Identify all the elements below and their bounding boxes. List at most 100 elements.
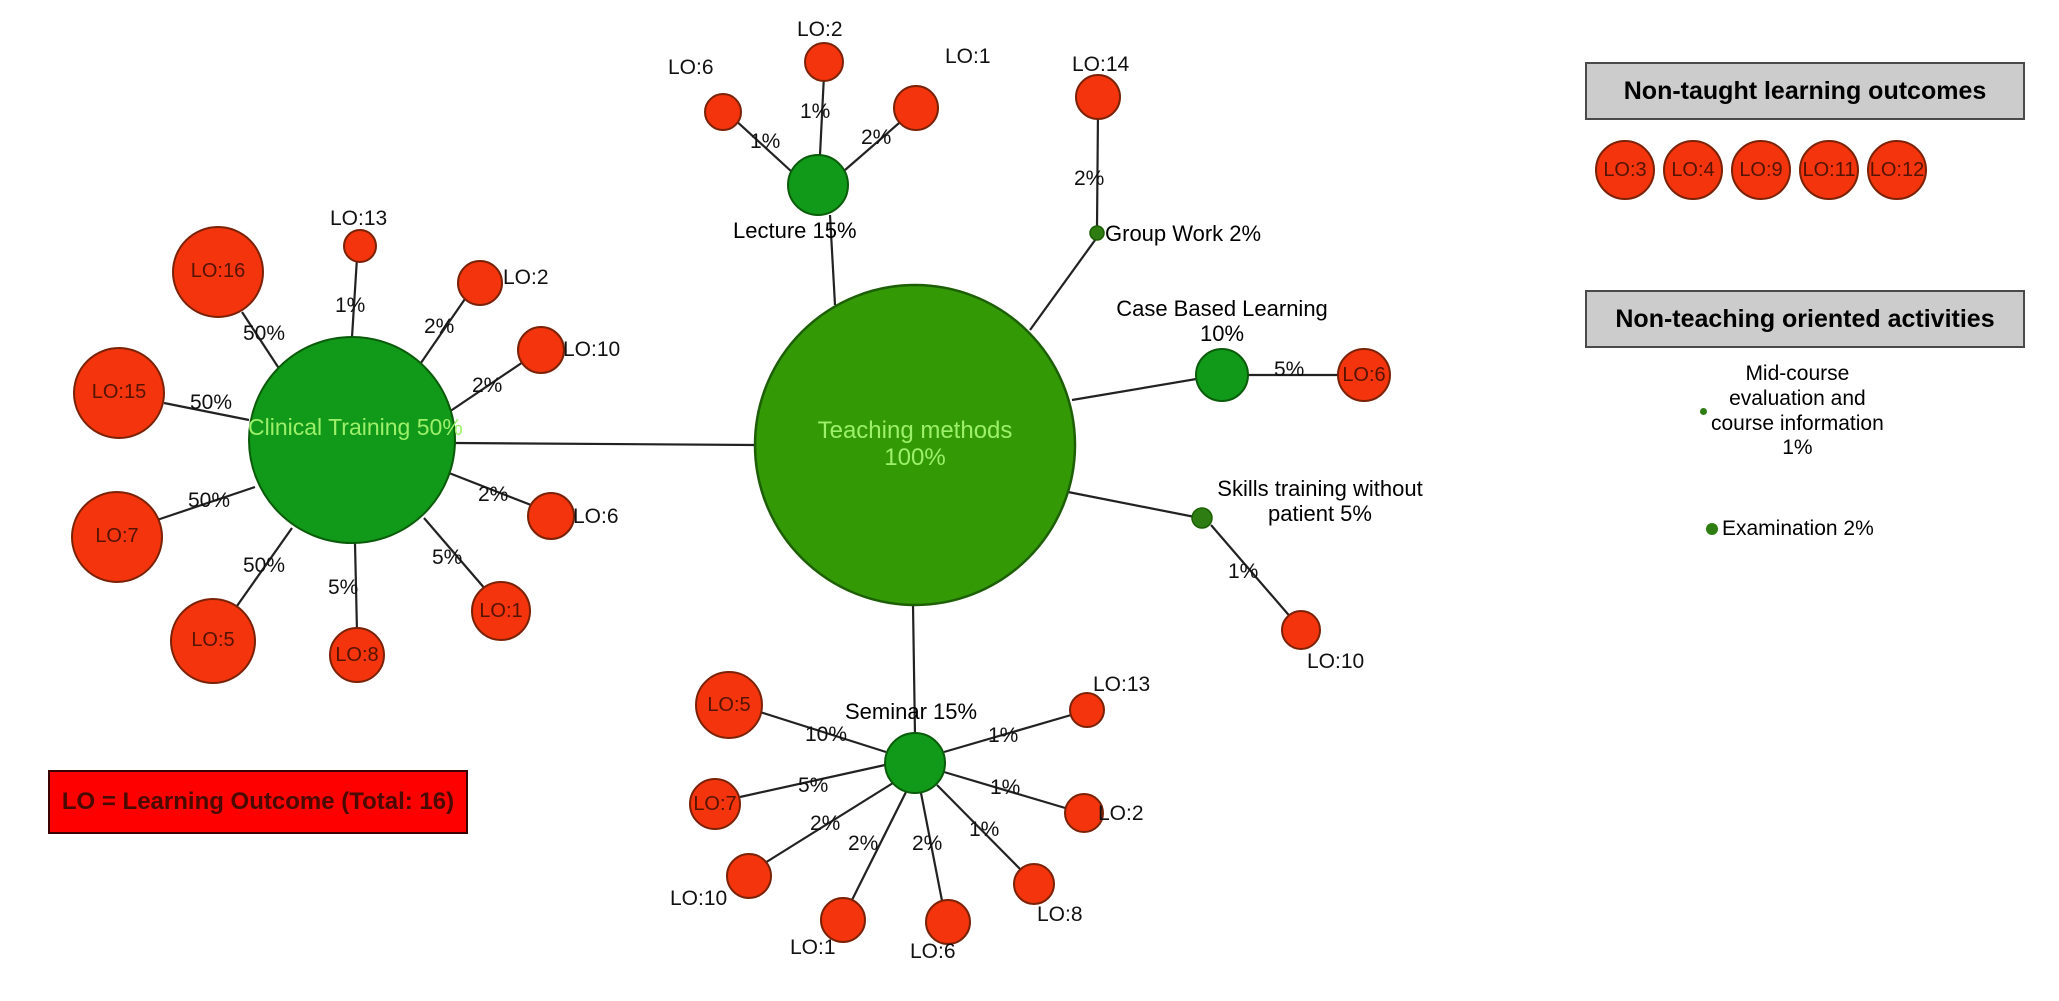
edge-clinical-lo16 — [241, 311, 281, 371]
lo-node-lo1[interactable] — [471, 581, 531, 641]
lo-node-lo2[interactable] — [457, 260, 503, 306]
lo-node-seminar-lo13[interactable] — [1069, 692, 1105, 728]
lo-node-lo5[interactable] — [170, 598, 256, 684]
non-teaching-activity-midcourse[interactable]: Mid-course evaluation and course informa… — [1700, 362, 1960, 461]
non-taught-lo-9[interactable]: LO:9 — [1731, 140, 1791, 200]
edge-seminar-lo8 — [936, 784, 1028, 877]
lo-label-lo13: LO:13 — [330, 207, 388, 230]
root-node-label: Teaching methods 100% — [815, 417, 1015, 472]
lo-node-lo16[interactable] — [172, 226, 264, 318]
lo-label-seminar-lo1: LO:1 — [790, 936, 836, 959]
edge-clinical-lo7 — [156, 485, 256, 522]
lo-node-cbl-lo6[interactable] — [1337, 348, 1391, 402]
edge-clinical-lo8 — [353, 542, 359, 633]
lo-node-lecture-lo2[interactable] — [804, 42, 844, 82]
lo-node-seminar-lo8[interactable] — [1013, 863, 1055, 905]
pct-label-clinical-lo13: 1% — [335, 294, 366, 317]
non-taught-lo-11[interactable]: LO:11 — [1799, 140, 1859, 200]
non-taught-lo-3[interactable]: LO:3 — [1595, 140, 1655, 200]
non-taught-lo-12[interactable]: LO:12 — [1867, 140, 1927, 200]
group-work-node-label: Group Work 2% — [1105, 221, 1262, 246]
edge-seminar-lo5 — [759, 710, 887, 754]
edge-lecture-lo6 — [732, 117, 793, 173]
lo-label-seminar-lo6: LO:6 — [910, 940, 956, 963]
edge-seminar-lo1 — [847, 791, 907, 909]
non-teaching-activity-examination[interactable]: Examination 2% — [1706, 517, 1874, 542]
legend-learning-outcome-text: LO = Learning Outcome (Total: 16) — [61, 788, 455, 815]
method-node-case-based-learning[interactable] — [1195, 348, 1249, 402]
lo-node-seminar-lo7[interactable] — [689, 778, 741, 830]
clinical-training-leaves — [71, 226, 575, 684]
lo-label-cbl-lo6: LO:6 — [1342, 364, 1386, 386]
lo-node-lo13[interactable] — [343, 229, 377, 263]
pct-label-seminar-lo6: 2% — [912, 832, 943, 855]
lo-node-skills-lo10[interactable] — [1281, 610, 1321, 650]
lo-node-lecture-lo1[interactable] — [893, 85, 939, 131]
legend-learning-outcome-box: LO = Learning Outcome (Total: 16) — [48, 770, 468, 834]
method-node-clinical-training[interactable] — [248, 336, 456, 544]
green-dot-icon-examination — [1706, 523, 1718, 536]
seminar-node-label: Seminar 15% — [845, 699, 978, 724]
non-taught-lo-9-label: LO:9 — [1739, 158, 1783, 181]
pct-label-clinical-lo5: 50% — [243, 554, 286, 577]
case-based-learning-node-label: Case Based Learning 10% — [1112, 296, 1332, 346]
lo-node-lo10[interactable] — [517, 326, 565, 374]
pct-label-seminar-lo7: 5% — [798, 774, 829, 797]
method-node-lecture[interactable] — [787, 154, 849, 216]
pct-label-clinical-lo15: 50% — [190, 391, 233, 414]
skills-label-line1: Skills training without — [1217, 476, 1423, 501]
lo-label-seminar-lo10: LO:10 — [670, 887, 728, 910]
lecture-node-label: Lecture 15% — [733, 218, 857, 243]
lo-label-lo16: LO:16 — [190, 260, 246, 282]
lo-label-lecture-lo1: LO:1 — [945, 45, 991, 68]
pct-label-clinical-lo1: 5% — [432, 546, 463, 569]
lo-node-seminar-lo6[interactable] — [925, 899, 971, 945]
non-taught-lo-11-label: LO:11 — [1802, 158, 1856, 181]
lo-node-lo8[interactable] — [329, 627, 385, 683]
pct-label-groupwork-lo14: 2% — [1074, 167, 1105, 190]
lo-node-lo6[interactable] — [527, 492, 575, 540]
lo-label-lo1-clinical: LO:1 — [479, 600, 523, 622]
lo-node-seminar-lo10[interactable] — [726, 853, 772, 899]
pct-label-clinical-lo8: 5% — [328, 576, 359, 599]
skills-label-line2: patient 5% — [1268, 500, 1372, 526]
edge-clinical-lo15 — [163, 401, 250, 422]
lo-label-lo7: LO:7 — [95, 525, 139, 547]
edge-clinical-lo5 — [231, 527, 293, 614]
lo-node-seminar-lo5[interactable] — [695, 671, 763, 739]
pct-label-seminar-lo10: 2% — [810, 812, 841, 835]
cbl-label-line1: Case Based Learning — [1116, 296, 1328, 321]
edge-clinical-lo6 — [448, 471, 532, 507]
pct-label-cbl-lo6: 5% — [1274, 358, 1305, 381]
lo-label-lecture-lo2: LO:2 — [797, 18, 843, 41]
non-taught-lo-4[interactable]: LO:4 — [1663, 140, 1723, 200]
pct-label-seminar-lo13: 1% — [988, 724, 1019, 747]
root-label-line1: Teaching methods — [817, 417, 1013, 444]
non-taught-outcome-row: LO:3 LO:4 LO:9 LO:11 LO:12 — [1595, 140, 1927, 200]
lo-node-lo7[interactable] — [71, 491, 163, 583]
lo-node-seminar-lo1[interactable] — [820, 897, 866, 943]
lo-label-lo5-clinical: LO:5 — [191, 629, 235, 651]
edge-groupwork-lo14 — [1095, 109, 1100, 229]
lo-node-seminar-lo2[interactable] — [1064, 793, 1104, 833]
lo-node-lecture-lo6[interactable] — [704, 93, 742, 131]
pct-label-lecture-lo1: 2% — [861, 126, 892, 149]
non-taught-lo-12-label: LO:12 — [1869, 158, 1925, 181]
root-label-line2: 100% — [884, 443, 946, 471]
lo-label-lecture-lo6: LO:6 — [668, 56, 714, 79]
edge-clinical-lo1 — [423, 517, 487, 591]
lo-label-seminar-lo13: LO:13 — [1093, 673, 1151, 696]
lo-node-lo14[interactable] — [1075, 74, 1121, 120]
method-node-seminar[interactable] — [884, 732, 946, 794]
lo-label-skills-lo10: LO:10 — [1307, 650, 1365, 673]
lo-node-lo15[interactable] — [73, 347, 165, 439]
method-node-group-work[interactable] — [1089, 225, 1105, 241]
non-teaching-activity-midcourse-label: Mid-course evaluation and course informa… — [1711, 362, 1884, 460]
panel-non-taught-title: Non-taught learning outcomes — [1585, 62, 2025, 120]
seminar-leaves — [689, 671, 1105, 945]
method-node-skills-training[interactable] — [1191, 507, 1213, 529]
pct-label-seminar-lo2: 1% — [990, 776, 1021, 799]
root-node-teaching-methods[interactable] — [753, 283, 1077, 607]
